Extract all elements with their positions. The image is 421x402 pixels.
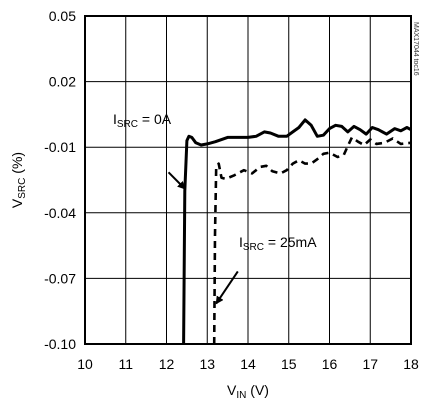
x-tick-label: 17 bbox=[362, 356, 378, 372]
series-layer bbox=[182, 118, 412, 345]
x-tick-label: 16 bbox=[322, 356, 338, 372]
annotation-label-1: ISRC = 0A bbox=[113, 111, 172, 130]
y-tick-label: 0.05 bbox=[49, 8, 76, 24]
x-tick-label: 10 bbox=[77, 356, 93, 372]
annotations: ISRC = 0A ISRC = 25mA bbox=[113, 111, 317, 305]
figure-id-watermark: MAX17044 toc16 bbox=[412, 22, 419, 76]
x-axis-label: VIN (V) bbox=[227, 382, 269, 401]
tick-labels: 10 11 12 13 14 15 16 17 18 0.05 0.02 -0.01 -0.04 -0.0… bbox=[44, 8, 419, 372]
x-tick-label: 11 bbox=[118, 356, 133, 372]
annotation-arrow-2 bbox=[215, 270, 239, 305]
y-tick-label: -0.10 bbox=[44, 336, 76, 352]
x-tick-label: 18 bbox=[403, 356, 419, 372]
annotation-arrow-1 bbox=[167, 171, 186, 190]
series-line-2 bbox=[212, 136, 412, 345]
plot-frame bbox=[84, 15, 412, 345]
y-tick-label: -0.07 bbox=[44, 270, 76, 286]
y-axis-label: VSRC (%) bbox=[9, 152, 28, 208]
y-tick-label: -0.04 bbox=[44, 205, 76, 221]
y-tick-label: -0.01 bbox=[44, 139, 76, 155]
y-tick-label: 0.02 bbox=[49, 74, 76, 90]
grid bbox=[84, 15, 412, 345]
series-line-1 bbox=[182, 118, 412, 345]
x-tick-label: 15 bbox=[281, 356, 297, 372]
x-tick-label: 13 bbox=[199, 356, 215, 372]
x-tick-label: 14 bbox=[240, 356, 256, 372]
annotation-label-2: ISRC = 25mA bbox=[239, 234, 317, 253]
x-tick-label: 12 bbox=[159, 356, 175, 372]
